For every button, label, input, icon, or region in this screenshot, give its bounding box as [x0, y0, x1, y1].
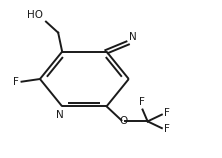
- Text: HO: HO: [27, 10, 43, 20]
- Text: F: F: [139, 97, 145, 107]
- Text: N: N: [129, 32, 137, 42]
- Text: F: F: [164, 108, 170, 118]
- Text: N: N: [56, 110, 64, 120]
- Text: O: O: [119, 116, 127, 126]
- Text: F: F: [164, 125, 170, 134]
- Text: F: F: [13, 77, 19, 87]
